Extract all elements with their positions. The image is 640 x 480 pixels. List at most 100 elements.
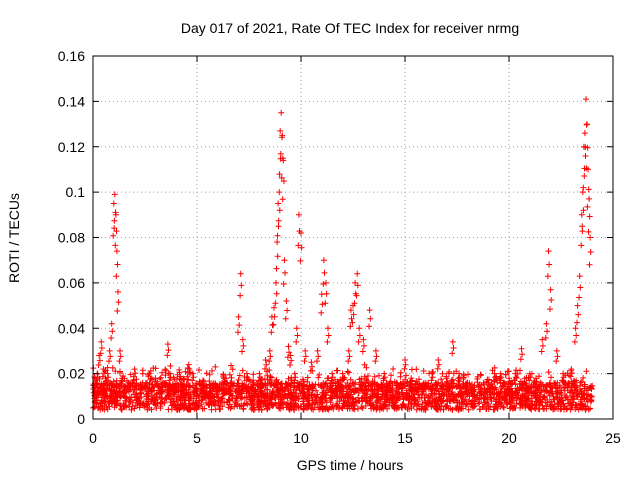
data-point [300,400,307,407]
data-point [506,375,512,382]
data-point [578,242,585,249]
data-point [323,392,330,398]
data-point [305,392,312,399]
data-point [511,377,518,384]
data-point [538,387,545,394]
data-point [522,387,529,394]
data-point [572,387,579,393]
data-point [493,386,500,393]
data-point [277,127,284,134]
data-point [583,395,590,402]
data-point [156,376,163,382]
y-tick-label: 0.12 [58,139,85,155]
data-point [100,366,107,373]
data-point [586,261,593,268]
data-point [369,401,375,408]
data-point [381,370,388,377]
data-point [107,353,114,360]
data-point [574,302,581,309]
data-point [256,388,263,395]
data-point [103,387,110,393]
data-point [144,401,151,408]
data-point [282,388,288,395]
y-tick-label: 0.16 [58,48,85,64]
data-point [334,367,341,374]
data-point [269,322,276,329]
data-point [187,395,194,402]
data-point [334,385,341,392]
data-point [285,343,292,350]
data-point [166,377,173,384]
data-point [575,311,582,318]
data-point [209,367,215,374]
data-point [578,211,585,218]
data-point [104,406,111,413]
x-tick-label: 15 [397,430,413,446]
data-point [360,387,367,394]
data-point [272,300,279,307]
data-point [387,384,394,391]
data-point [400,380,407,387]
data-point [559,377,566,384]
data-point [577,382,584,389]
data-point [292,374,299,381]
data-point [177,402,183,409]
data-point [388,372,394,379]
data-point [346,383,353,390]
data-point [238,395,245,402]
data-point [184,376,191,383]
data-point [502,371,509,378]
data-point [158,389,164,395]
data-point [578,378,585,385]
data-point [156,393,163,400]
data-point [423,402,430,409]
x-tick-label: 10 [293,430,309,446]
data-point [181,384,187,391]
data-point [575,406,582,413]
data-point [347,307,354,314]
data-point [167,370,173,377]
data-point [360,336,367,343]
data-point [301,358,308,365]
data-point [566,400,573,407]
data-point [276,207,283,214]
data-point [264,386,271,393]
data-point [105,374,112,381]
data-point [117,368,123,375]
data-point [503,396,509,403]
data-point [362,402,369,409]
data-point [276,189,283,196]
data-point [176,375,183,382]
data-point [286,349,293,356]
data-point [402,357,408,363]
data-point [155,383,161,390]
data-point [460,401,466,408]
data-point [146,404,152,411]
x-tick-label: 25 [605,430,621,446]
data-point [520,382,527,389]
data-point [456,370,463,377]
data-point [206,371,213,378]
data-point [228,362,234,369]
data-point [375,393,382,400]
data-point [569,370,575,377]
data-point [500,404,507,411]
data-point [113,393,120,400]
data-point [105,400,112,407]
data-point [393,385,400,392]
data-point [460,381,467,388]
data-point [268,374,275,381]
data-point [271,313,278,320]
data-point [484,400,491,407]
data-point [282,269,288,276]
data-point [164,352,171,359]
data-point [347,382,353,389]
data-point [97,350,104,357]
data-point [268,329,275,336]
data-point [295,242,302,249]
data-point [418,406,425,413]
data-point [354,270,361,277]
data-point [226,371,233,378]
data-point [257,374,263,381]
data-point [345,369,352,376]
